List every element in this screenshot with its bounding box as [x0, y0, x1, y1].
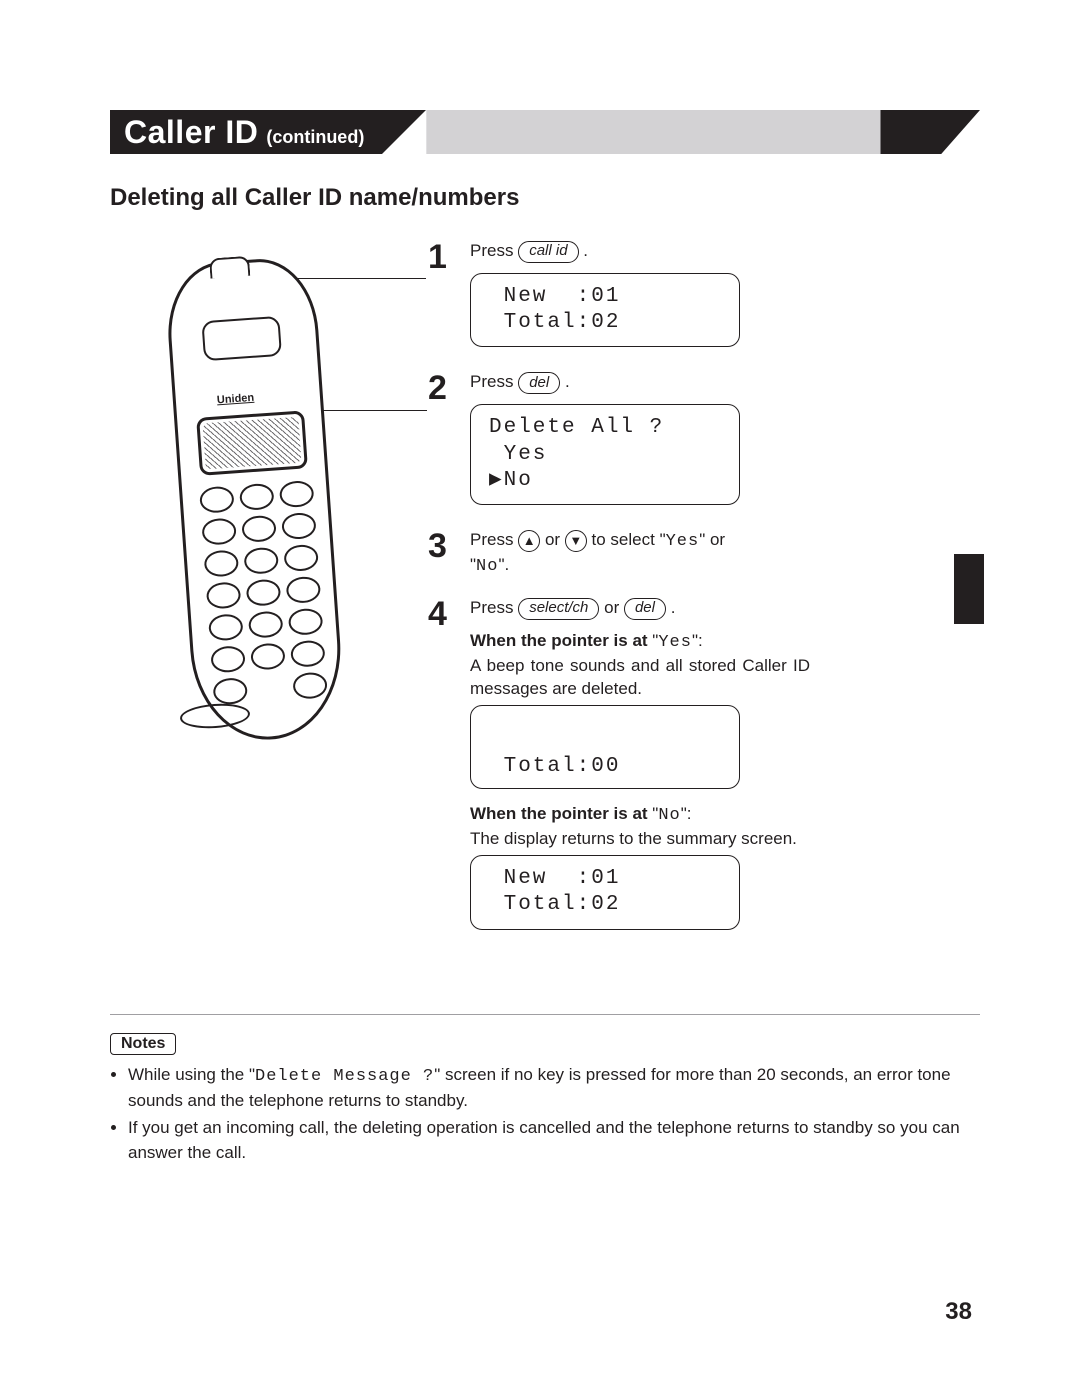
- no-text: No: [476, 557, 498, 576]
- or-text: or: [545, 530, 560, 549]
- step-number: 2: [428, 371, 456, 511]
- notes-label: Notes: [110, 1033, 176, 1055]
- page-number: 38: [945, 1298, 972, 1326]
- text: ":: [692, 631, 703, 650]
- phone-key: [203, 549, 239, 577]
- phone-keypad: [199, 480, 326, 705]
- no-text: No: [658, 806, 680, 825]
- step-1: 1 Press call id . New :01 Total:02: [428, 240, 980, 353]
- banner-dark: Caller ID (continued): [110, 110, 382, 154]
- phone-illustration: Uniden: [163, 255, 346, 744]
- step-press-line: Press select/ch or del .: [470, 597, 980, 620]
- text: While using the ": [128, 1065, 255, 1084]
- press-label: Press: [470, 372, 513, 391]
- step-number: 3: [428, 529, 456, 579]
- step-3-line2: "No".: [470, 554, 980, 579]
- step-2: 2 Press del . Delete All ? Yes ▶No: [428, 371, 980, 511]
- phone-key: [206, 581, 242, 609]
- lcd-display-yes: Total:00: [470, 705, 740, 790]
- content-row: Uniden: [110, 240, 980, 954]
- yes-text: Yes: [658, 633, 692, 652]
- when-yes-heading: When the pointer is at "Yes":: [470, 630, 980, 655]
- press-label: Press: [470, 598, 513, 617]
- lcd-display-1: New :01 Total:02: [470, 273, 740, 348]
- steps-column: 1 Press call id . New :01 Total:02 2 Pre…: [428, 240, 980, 954]
- phone-antenna: [209, 256, 250, 279]
- select-ch-button: select/ch: [518, 598, 599, 620]
- text: When the pointer is at: [470, 804, 652, 823]
- phone-key: [283, 544, 319, 572]
- when-no-body: The display returns to the summary scree…: [470, 828, 810, 851]
- banner-title: Caller ID: [124, 114, 258, 151]
- press-label: Press: [470, 530, 513, 549]
- callid-button: call id: [518, 241, 578, 263]
- notes-list: While using the "Delete Message ?" scree…: [110, 1063, 980, 1166]
- note-item: If you get an incoming call, the deletin…: [128, 1116, 980, 1165]
- text: " or: [699, 530, 725, 549]
- banner-subtitle: (continued): [266, 127, 364, 148]
- phone-key: [281, 512, 317, 540]
- phone-speaker: [201, 316, 282, 361]
- phone-key: [199, 486, 235, 514]
- yes-text: Yes: [666, 532, 700, 551]
- step-press-line: Press del .: [470, 371, 980, 394]
- phone-key: [292, 671, 328, 699]
- phone-key: [243, 547, 279, 575]
- text: ":: [681, 804, 692, 823]
- when-no-heading: When the pointer is at "No":: [470, 803, 980, 828]
- down-arrow-button: ▼: [565, 530, 587, 552]
- phone-key: [246, 578, 282, 606]
- banner-angle: [382, 110, 426, 154]
- period: .: [671, 598, 676, 617]
- phone-key: [201, 517, 237, 545]
- period: .: [565, 372, 570, 391]
- phone-screen: [196, 410, 308, 475]
- illustration-column: Uniden: [110, 240, 420, 954]
- phone-key: [212, 677, 248, 705]
- up-arrow-button: ▲: [518, 530, 540, 552]
- phone-key: [290, 640, 326, 668]
- phone-key: [279, 480, 315, 508]
- step-press-line: Press call id .: [470, 240, 980, 263]
- step-body: Press del . Delete All ? Yes ▶No: [470, 371, 980, 511]
- notes-rule: [110, 1014, 980, 1015]
- banner-tail: [426, 110, 980, 154]
- press-label: Press: [470, 241, 513, 260]
- text: ".: [498, 555, 509, 574]
- lcd-display-2: Delete All ? Yes ▶No: [470, 404, 740, 505]
- side-tab: [954, 554, 984, 624]
- spacer: [470, 795, 980, 803]
- or-text: or: [599, 598, 624, 617]
- text: to select ": [592, 530, 666, 549]
- page: Caller ID (continued) Deleting all Calle…: [0, 0, 1080, 1386]
- section-banner: Caller ID (continued): [110, 110, 980, 154]
- phone-key: [241, 515, 277, 543]
- phone-key: [208, 613, 244, 641]
- phone-key: [288, 608, 324, 636]
- phone-key: [286, 576, 322, 604]
- delete-message-text: Delete Message ?: [255, 1067, 434, 1086]
- step-3: 3 Press ▲ or ▼ to select "Yes" or "No".: [428, 529, 980, 579]
- step-body: Press call id . New :01 Total:02: [470, 240, 980, 353]
- text: When the pointer is at: [470, 631, 652, 650]
- phone-screen-hatch: [203, 417, 302, 470]
- step-number: 1: [428, 240, 456, 353]
- del-button: del: [518, 372, 560, 394]
- subheading: Deleting all Caller ID name/numbers: [110, 184, 980, 212]
- del-button: del: [624, 598, 666, 620]
- step-number: 4: [428, 597, 456, 936]
- step-3-line1: Press ▲ or ▼ to select "Yes" or: [470, 529, 980, 554]
- lcd-display-no: New :01 Total:02: [470, 855, 740, 930]
- note-item: While using the "Delete Message ?" scree…: [128, 1063, 980, 1114]
- phone-key: [250, 642, 286, 670]
- step-body: Press select/ch or del . When the pointe…: [470, 597, 980, 936]
- period: .: [583, 241, 588, 260]
- phone-key: [239, 483, 275, 511]
- phone-key: [210, 645, 246, 673]
- phone-key: [248, 610, 284, 638]
- step-body: Press ▲ or ▼ to select "Yes" or "No".: [470, 529, 980, 579]
- step-4: 4 Press select/ch or del . When the poin…: [428, 597, 980, 936]
- when-yes-body: A beep tone sounds and all stored Caller…: [470, 655, 810, 701]
